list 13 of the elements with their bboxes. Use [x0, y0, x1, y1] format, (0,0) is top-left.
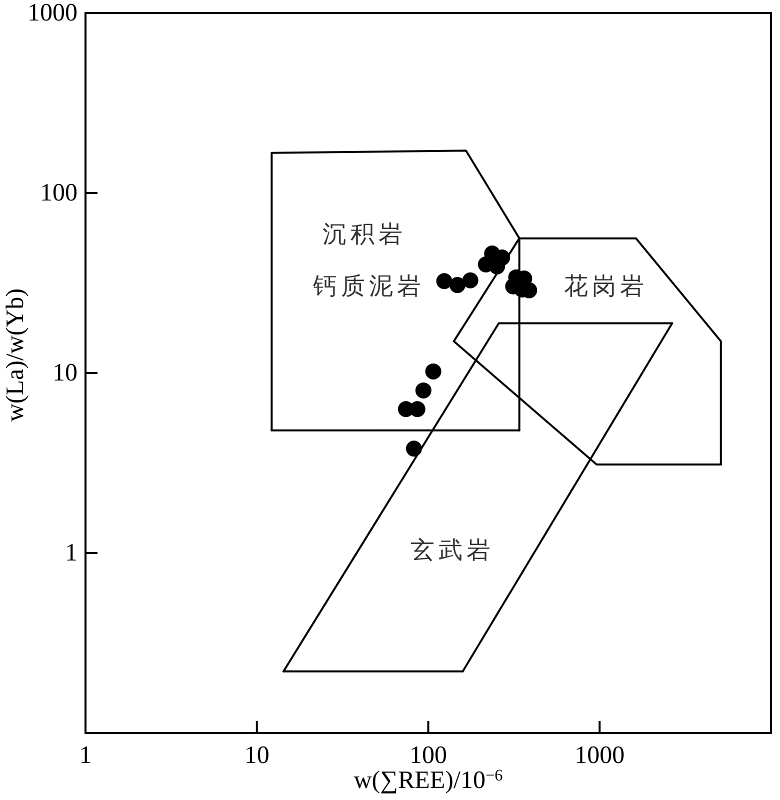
ylabel: w(La)/w(Yb) — [2, 288, 28, 422]
y-tick-label: 100 — [40, 180, 78, 206]
annotation: 沉积岩 — [322, 222, 406, 248]
y-tick-label: 1000 — [28, 0, 78, 26]
annotation: 花岗岩 — [564, 274, 648, 300]
x-tick-label: 100 — [410, 742, 447, 769]
x-tick-label: 1000 — [574, 742, 625, 769]
y-tick-label: 1 — [65, 540, 78, 566]
y-tick-label: 10 — [52, 360, 78, 386]
x-tick-label: 10 — [244, 742, 270, 769]
annotation: 钙质泥岩 — [313, 274, 426, 300]
annotation: 玄武岩 — [410, 538, 495, 564]
xlabel: w(∑REE)/10$^{−6}$ — [354, 766, 503, 794]
